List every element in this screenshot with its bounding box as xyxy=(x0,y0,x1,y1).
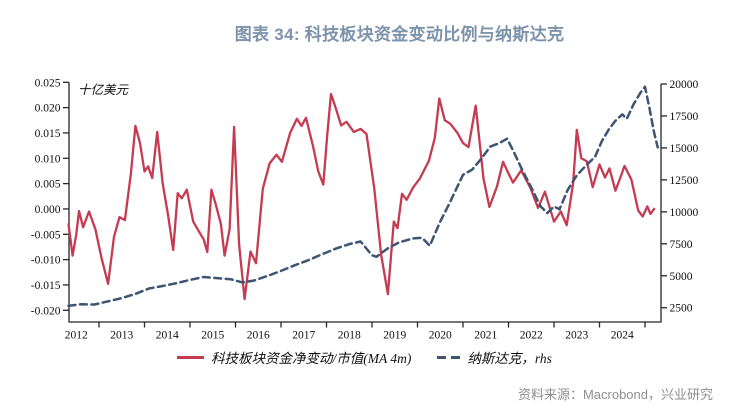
svg-text:0.025: 0.025 xyxy=(35,77,61,89)
svg-text:2016: 2016 xyxy=(247,330,270,342)
svg-text:5000: 5000 xyxy=(670,271,693,283)
svg-text:17500: 17500 xyxy=(670,111,699,123)
tech-line-sample xyxy=(177,355,205,359)
svg-text:2021: 2021 xyxy=(474,330,497,342)
legend-item-tech-flow: 科技板块资金净变动/市值(MA 4m) xyxy=(177,347,411,367)
svg-text:2013: 2013 xyxy=(110,330,133,342)
legend: 科技板块资金净变动/市值(MA 4m) 纳斯达克，rhs xyxy=(0,347,729,367)
svg-text:12500: 12500 xyxy=(670,175,699,187)
legend-item-nasdaq: 纳斯达克，rhs xyxy=(437,347,552,367)
svg-text:2022: 2022 xyxy=(520,330,543,342)
svg-text:2017: 2017 xyxy=(292,330,315,342)
svg-text:-0.015: -0.015 xyxy=(31,280,61,292)
svg-text:2014: 2014 xyxy=(156,330,179,342)
svg-text:7500: 7500 xyxy=(670,239,693,251)
svg-text:0.010: 0.010 xyxy=(35,153,61,165)
svg-text:0.015: 0.015 xyxy=(35,128,61,140)
svg-text:2500: 2500 xyxy=(670,303,693,315)
chart-title: 图表 34: 科技板块资金变动比例与纳斯达克 xyxy=(234,25,565,44)
svg-text:0.005: 0.005 xyxy=(35,179,61,191)
nasdaq-dash-sample xyxy=(437,355,461,359)
svg-text:-0.010: -0.010 xyxy=(31,255,61,267)
svg-text:2023: 2023 xyxy=(565,330,588,342)
svg-text:2019: 2019 xyxy=(383,330,406,342)
svg-text:-0.020: -0.020 xyxy=(31,305,61,317)
svg-text:十亿美元: 十亿美元 xyxy=(78,83,130,97)
svg-text:10000: 10000 xyxy=(670,207,699,219)
svg-text:2018: 2018 xyxy=(338,330,361,342)
svg-text:2015: 2015 xyxy=(201,330,224,342)
legend-label-tech-flow: 科技板块资金净变动/市值(MA 4m) xyxy=(211,351,412,366)
svg-text:2024: 2024 xyxy=(611,330,634,342)
svg-text:-0.005: -0.005 xyxy=(31,229,61,241)
source-note: 资料来源：Macrobond，兴业研究 xyxy=(517,387,713,402)
svg-text:0.000: 0.000 xyxy=(35,204,61,216)
legend-label-nasdaq: 纳斯达克，rhs xyxy=(467,351,552,366)
svg-text:0.020: 0.020 xyxy=(35,103,61,115)
svg-text:2012: 2012 xyxy=(65,330,88,342)
svg-text:15000: 15000 xyxy=(670,143,699,155)
svg-text:20000: 20000 xyxy=(670,79,699,91)
svg-text:2020: 2020 xyxy=(429,330,452,342)
